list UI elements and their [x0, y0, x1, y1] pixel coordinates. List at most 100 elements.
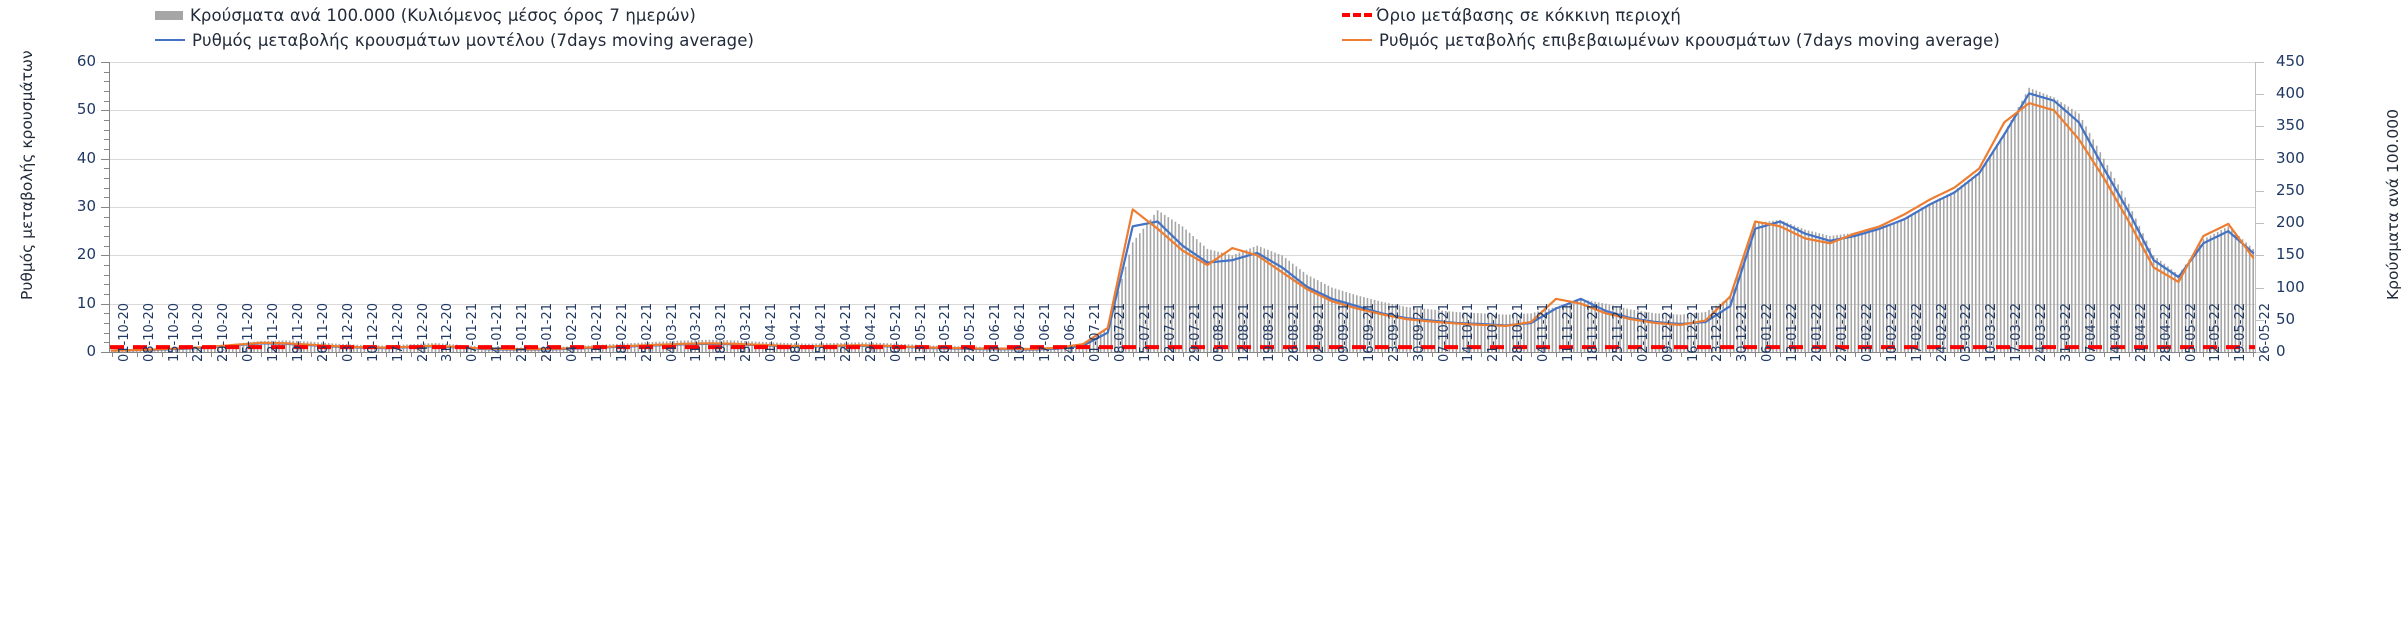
y-axis-left-minor-tickmark	[104, 81, 109, 83]
y-axis-left-minor-tickmark	[104, 284, 109, 286]
bar	[292, 340, 294, 352]
bar	[1430, 309, 1433, 352]
bar	[2042, 93, 2045, 352]
bar	[1110, 315, 1113, 352]
x-axis-tickmark	[2228, 352, 2230, 357]
bar	[1174, 221, 1177, 352]
bar	[2110, 171, 2112, 352]
x-axis-tickmark	[1805, 352, 1806, 357]
x-axis-tickmark	[634, 352, 636, 357]
y-axis-left-minor-tickmark	[104, 91, 109, 92]
y-axis-left-minor-tickmark	[104, 226, 109, 228]
bar	[1932, 201, 1934, 352]
bar	[1594, 301, 1596, 352]
x-axis-tick-label: 24-12-20	[415, 302, 431, 362]
bar	[1526, 313, 1529, 352]
bar	[185, 348, 188, 352]
gridline	[110, 62, 2255, 63]
bar	[1089, 338, 1091, 352]
bar	[1473, 312, 1475, 352]
y-axis-right-tickmark	[2256, 94, 2264, 96]
bar	[2188, 259, 2190, 352]
bar	[1441, 310, 1443, 352]
y-axis-right-tickmark	[2256, 223, 2264, 225]
bar	[1074, 344, 1077, 352]
bar	[1896, 221, 1899, 352]
y-axis-left-tickmark	[101, 303, 109, 305]
bar	[1939, 198, 1941, 352]
bar	[1530, 313, 1532, 352]
x-axis-tickmark	[609, 352, 611, 357]
bar	[1203, 245, 1205, 352]
legend-item-cases-per-100k[interactable]: Κρούσματα ανά 100.000 (Κυλιόμενος μέσος …	[155, 4, 696, 26]
bar	[1999, 138, 2002, 352]
bar	[2206, 237, 2208, 352]
bar	[1569, 302, 1572, 352]
legend-label-cases-per-100k: Κρούσματα ανά 100.000 (Κυλιόμενος μέσος …	[190, 5, 696, 25]
legend-item-confirmed-rate[interactable]: Ρυθμός μεταβολής επιβεβαιωμένων κρουσμάτ…	[1342, 29, 2000, 51]
bar	[680, 340, 682, 352]
bar	[701, 339, 704, 352]
x-axis-tick-label: 05-11-20	[241, 302, 257, 362]
y-axis-right-spine	[2255, 62, 2256, 353]
bar	[207, 346, 209, 352]
bar	[865, 342, 867, 352]
bar	[1544, 309, 1547, 352]
bar	[1192, 236, 1194, 352]
x-axis-tick-label: 19-05-22	[2233, 302, 2249, 362]
bar	[288, 340, 291, 352]
bar	[890, 343, 892, 352]
bar	[1313, 278, 1315, 352]
bar	[1181, 226, 1184, 352]
x-axis-tick-label: 07-10-21	[1436, 302, 1452, 362]
bar	[1146, 224, 1148, 352]
y-axis-right-tickmark	[2256, 352, 2264, 353]
y-axis-right-tickmark	[2256, 126, 2264, 128]
bar	[431, 343, 433, 352]
bar	[1462, 312, 1465, 352]
x-axis-tickmark	[958, 352, 960, 357]
bar	[1359, 296, 1362, 352]
x-axis-tickmark	[510, 352, 512, 357]
bar	[2241, 239, 2244, 352]
y-axis-left-minor-tickmark	[104, 265, 109, 266]
y-axis-left-minor-tickmark	[104, 71, 109, 73]
bar	[1259, 247, 1262, 352]
bar	[1950, 192, 1952, 352]
x-axis-tickmark	[236, 352, 238, 357]
bar	[2095, 145, 2098, 352]
bar	[1494, 314, 1497, 352]
x-axis-tick-label: 24-03-22	[2034, 302, 2050, 362]
bar	[2024, 94, 2027, 352]
x-axis-tickmark	[435, 352, 437, 357]
x-axis-tick-label: 06-01-22	[1760, 302, 1776, 362]
bar	[1626, 308, 1628, 352]
y-axis-left-minor-tickmark	[104, 245, 109, 247]
y-axis-left-tickmark	[101, 352, 109, 353]
x-axis-tickmark	[360, 352, 362, 357]
bar	[335, 343, 337, 352]
bar	[1768, 221, 1771, 352]
bar	[2138, 225, 2141, 352]
x-axis-tick-label: 08-10-20	[141, 302, 157, 362]
bar	[1320, 282, 1323, 352]
x-axis-tick-label: 09-09-21	[1336, 302, 1352, 362]
bar	[2049, 96, 2052, 352]
x-axis-tick-label: 04-02-21	[564, 302, 580, 362]
y-axis-left-tick-label: 0	[86, 342, 96, 360]
bar	[1693, 313, 1696, 352]
x-axis-tickmark	[1531, 352, 1533, 357]
bar	[1893, 222, 1895, 352]
legend-item-threshold[interactable]: Όριο μετάβασης σε κόκκινη περιοχή	[1342, 4, 1681, 26]
bar	[160, 349, 163, 352]
bar	[1512, 314, 1515, 352]
bar	[1327, 285, 1330, 352]
bar	[1306, 274, 1308, 352]
bar	[1928, 203, 1931, 352]
x-axis-tickmark	[2078, 352, 2080, 357]
bar	[1704, 312, 1707, 352]
bar	[1284, 258, 1287, 352]
bar	[1868, 229, 1870, 352]
x-axis-tick-label: 22-07-21	[1162, 302, 1178, 362]
legend-item-model-rate[interactable]: Ρυθμός μεταβολής κρουσμάτων μοντέλου (7d…	[155, 29, 754, 51]
